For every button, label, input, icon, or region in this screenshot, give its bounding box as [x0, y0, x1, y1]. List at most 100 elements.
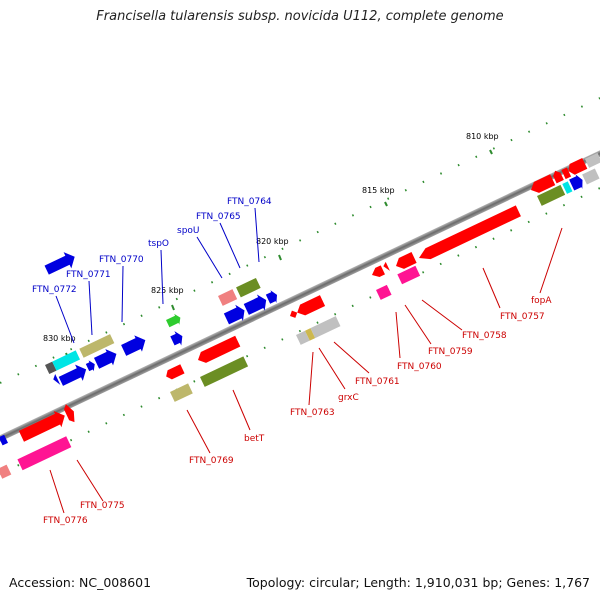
gene-label[interactable]: FTN_0775 [80, 501, 125, 511]
gene-label[interactable]: FTN_0763 [290, 408, 335, 418]
gene-arrow[interactable] [265, 289, 280, 306]
callout-line [196, 236, 223, 279]
callout-line [421, 299, 463, 331]
gene-arrow[interactable] [568, 173, 586, 193]
gene-label[interactable]: FTN_0776 [43, 516, 88, 526]
callout-line [482, 267, 501, 309]
gene-arrow[interactable] [0, 434, 8, 446]
gene-label[interactable]: FTN_0759 [428, 347, 473, 357]
lower-gene-labels: fopA FTN_0757 FTN_0758 FTN_0759 FTN_0760… [43, 296, 552, 526]
gene-label[interactable]: FTN_0770 [99, 255, 144, 265]
gene-arrow[interactable] [85, 359, 97, 373]
gene-arrow[interactable] [295, 295, 326, 318]
gene-box[interactable] [310, 316, 341, 339]
scale-label: 825 kbp [151, 286, 184, 295]
callout-line [88, 280, 93, 336]
gene-arrow[interactable] [43, 249, 79, 279]
gene-label[interactable]: FTN_0757 [500, 312, 545, 322]
callout-line [121, 265, 124, 323]
gene-arrow[interactable] [93, 346, 121, 372]
gene-box[interactable] [17, 436, 72, 471]
callout-line [186, 409, 211, 454]
gene-box[interactable] [79, 334, 115, 358]
gene-box[interactable] [584, 152, 600, 168]
gene-label[interactable]: FTN_0760 [397, 362, 442, 372]
gene-arrow[interactable] [566, 157, 588, 177]
gene-box[interactable] [236, 277, 261, 298]
topology-text: Topology: circular; Length: 1,910,031 bp… [246, 575, 590, 590]
gene-box[interactable] [0, 464, 12, 479]
gene-arrow[interactable] [120, 332, 149, 359]
gene-label[interactable]: FTN_0761 [355, 377, 400, 387]
gene-box[interactable] [582, 168, 600, 185]
gene-label[interactable]: grxC [338, 393, 359, 403]
callout-line [308, 351, 314, 406]
major-tick [489, 149, 493, 155]
gene-label[interactable]: FTN_0771 [66, 270, 111, 280]
upper-gene-labels: FTN_0764 FTN_0765 spoU tspO FTN_0770 FTN… [32, 197, 272, 295]
gene-arrow[interactable] [164, 364, 185, 381]
gene-arrow[interactable] [242, 292, 270, 318]
gene-box[interactable] [52, 350, 81, 371]
gene-label[interactable]: spoU [177, 226, 200, 236]
gene-arrow[interactable] [18, 408, 69, 445]
gene-arrow[interactable] [52, 374, 61, 387]
gene-box[interactable] [45, 361, 57, 375]
gene-label[interactable]: fopA [531, 296, 552, 306]
gene-arrow[interactable] [288, 309, 299, 320]
gene-arrow[interactable] [169, 329, 186, 348]
gene-arrow[interactable] [561, 167, 572, 180]
gene-arrow[interactable] [382, 261, 390, 273]
major-tick [278, 254, 282, 261]
gene-arrow[interactable] [165, 312, 183, 329]
lower-strand-genes [0, 152, 600, 479]
upper-strand-genes [43, 168, 600, 389]
gene-box[interactable] [537, 184, 566, 206]
gene-arrow[interactable] [551, 169, 564, 184]
gene-box[interactable] [296, 330, 310, 345]
tick-marks [0, 97, 600, 475]
callout-line [232, 389, 251, 431]
gene-label[interactable]: FTN_0769 [189, 456, 234, 466]
gene-box[interactable] [562, 181, 573, 194]
gene-arrow[interactable] [370, 265, 385, 279]
gene-box[interactable] [170, 383, 193, 402]
gene-arrow[interactable] [57, 361, 90, 389]
gene-box[interactable] [305, 328, 316, 341]
callout-line [55, 295, 75, 344]
gene-box[interactable] [397, 265, 421, 285]
gene-arrow[interactable] [223, 302, 249, 327]
callout-line [333, 341, 370, 374]
gene-arrow[interactable] [393, 252, 417, 271]
major-tick [384, 201, 388, 207]
gene-box[interactable] [200, 356, 249, 387]
scale-labels: 810 kbp 815 kbp 820 kbp 825 kbp 830 kbp [43, 132, 499, 343]
gene-arrow[interactable] [528, 174, 556, 195]
upper-callouts [55, 207, 260, 344]
gene-box[interactable] [376, 284, 392, 300]
gene-label[interactable]: FTN_0758 [462, 331, 507, 341]
gene-label[interactable]: FTN_0764 [227, 197, 272, 207]
gene-arrow[interactable] [62, 402, 78, 423]
gene-label[interactable]: FTN_0765 [196, 212, 241, 222]
gene-label[interactable]: betT [244, 434, 265, 444]
scale-label: 830 kbp [43, 334, 76, 343]
callout-line [395, 311, 401, 359]
gene-arrow[interactable] [416, 205, 521, 263]
lower-callouts [49, 227, 563, 514]
gene-label[interactable]: FTN_0772 [32, 285, 77, 295]
major-tick [171, 304, 175, 311]
map-title: Francisella tularensis subsp. novicida U… [96, 9, 504, 24]
callout-line [404, 304, 432, 345]
accession-text: Accession: NC_008601 [9, 575, 152, 590]
genome-backbone [0, 147, 600, 445]
gene-box[interactable] [218, 289, 238, 306]
callout-line [219, 222, 241, 269]
callout-line [254, 207, 260, 263]
callout-line [160, 249, 164, 305]
tick-row-lower [0, 187, 600, 475]
gene-label[interactable]: tspO [148, 239, 169, 249]
callout-line [318, 347, 346, 390]
gene-arrow[interactable] [195, 335, 241, 366]
